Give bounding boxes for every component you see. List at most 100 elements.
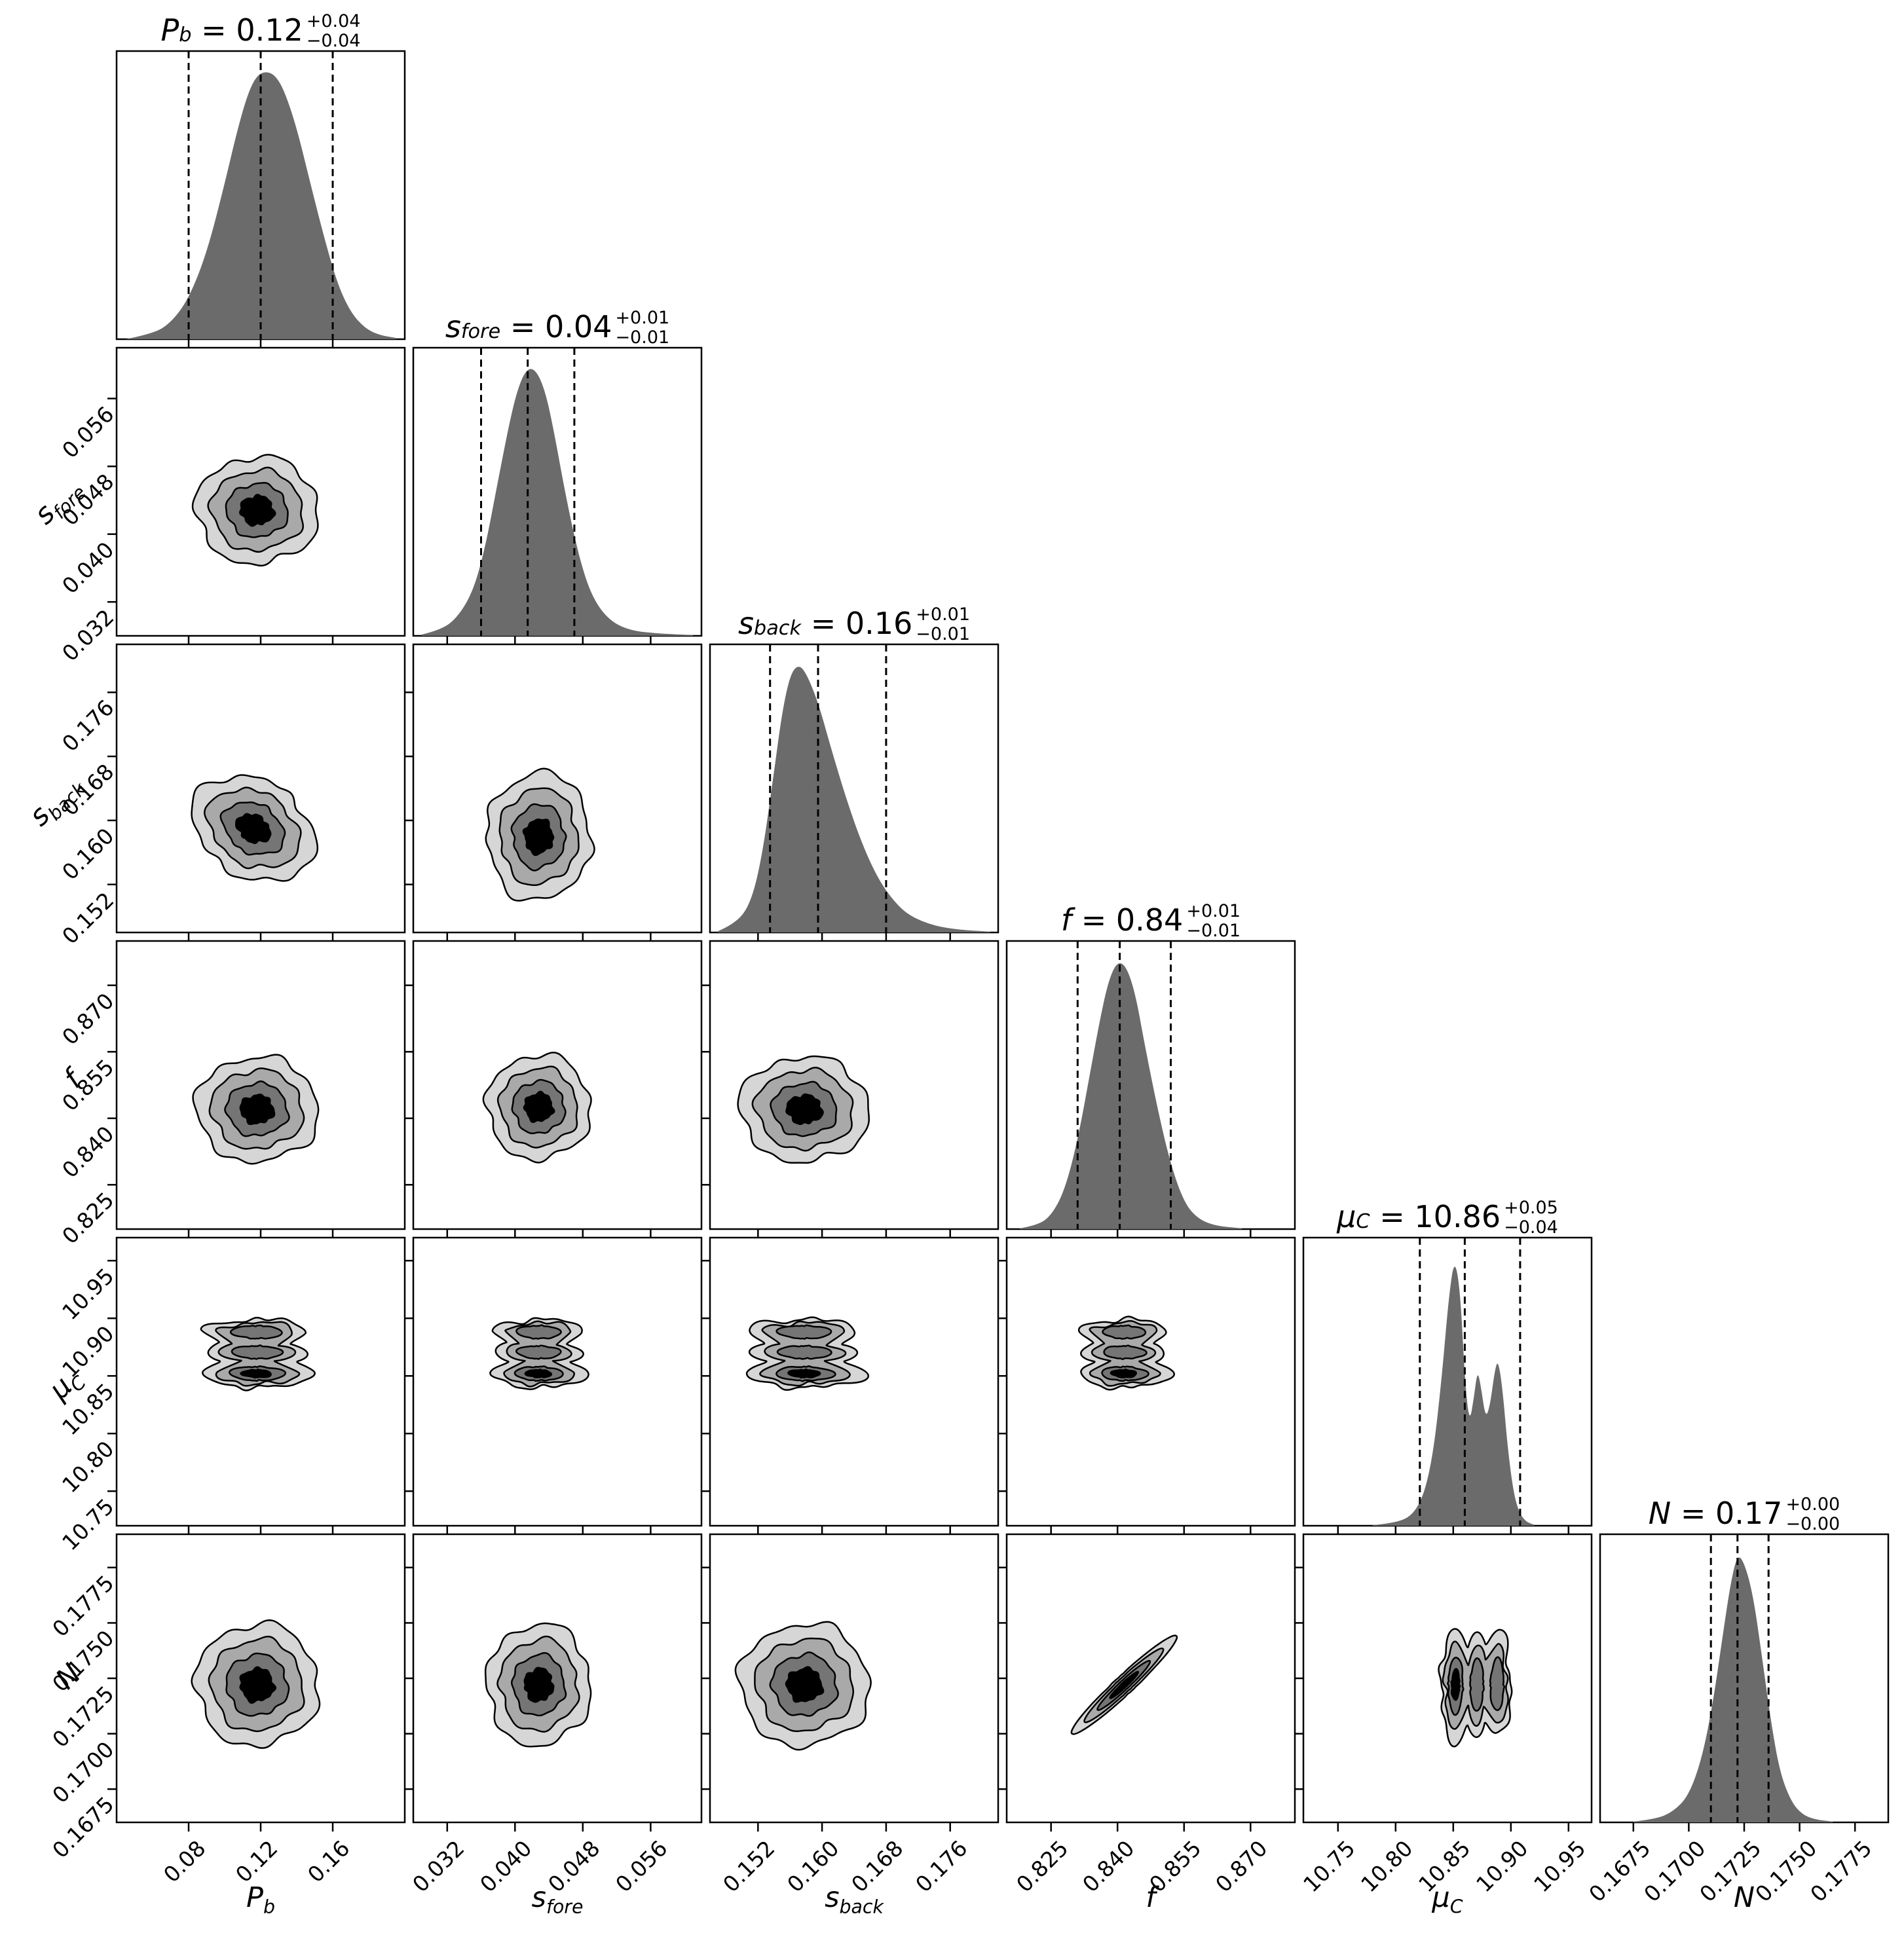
contour-panel-N-vs-f — [998, 1533, 1296, 1832]
title-uncertainty: +0.04 −0.04 — [306, 10, 361, 51]
contour-level — [239, 1666, 276, 1704]
contour-level — [522, 818, 555, 857]
param-symbol: μ — [1337, 1198, 1356, 1234]
title-plus: +0.05 — [1504, 1197, 1558, 1218]
title-f: f = 0.84 +0.01 −0.01 — [928, 886, 1373, 941]
contour-level — [775, 1324, 832, 1340]
contour-panel-N-vs-s_back — [701, 1533, 999, 1832]
contour-level — [1103, 1344, 1148, 1360]
histogram-s_back — [718, 667, 990, 932]
title-equals: = — [500, 308, 546, 344]
contour-level — [515, 1344, 562, 1360]
param-symbol: N — [1648, 1495, 1671, 1531]
contour-panel-s_back-vs-P_b — [107, 643, 406, 942]
diagonal-panel-f — [1005, 940, 1296, 1238]
title-value: 0.12 — [236, 12, 303, 48]
contour-level — [1110, 1369, 1137, 1379]
contour-panel-f-vs-P_b — [107, 940, 406, 1238]
title-equals: = — [191, 12, 236, 48]
contour-level — [1109, 1670, 1140, 1699]
title-uncertainty: +0.05 −0.04 — [1504, 1198, 1558, 1238]
contour-level — [1469, 1657, 1485, 1712]
contour-level — [524, 1369, 553, 1378]
contour-panel-mu_C-vs-f — [998, 1236, 1296, 1535]
histogram-mu_C — [1372, 1266, 1534, 1526]
param-symbol: s — [445, 308, 461, 344]
contour-panel-mu_C-vs-s_back — [701, 1236, 999, 1535]
contour-level — [523, 1090, 555, 1123]
title-uncertainty: +0.01 −0.01 — [615, 308, 669, 348]
param-symbol: P — [160, 12, 179, 48]
diagonal-panel-mu_C — [1302, 1236, 1593, 1535]
title-equals: = — [1671, 1495, 1716, 1531]
contour-panel-N-vs-P_b — [107, 1533, 406, 1832]
title-minus: −0.00 — [1785, 1513, 1840, 1534]
x-axis-label-s_fore: sfore — [531, 1881, 584, 1918]
title-value: 10.86 — [1414, 1198, 1501, 1234]
contour-panel-s_back-vs-s_fore — [404, 643, 703, 942]
param-symbol: s — [737, 605, 754, 641]
contour-level — [1102, 1324, 1147, 1340]
contour-level — [239, 494, 276, 527]
title-minus: −0.01 — [1186, 920, 1241, 941]
contour-panel-N-vs-mu_C — [1294, 1533, 1593, 1832]
diagonal-panel-s_back — [709, 643, 999, 942]
histogram-N — [1633, 1557, 1833, 1822]
title-plus: +0.01 — [1186, 900, 1241, 921]
title-minus: −0.04 — [1504, 1217, 1558, 1238]
x-axis-label-s_back: sback — [825, 1881, 884, 1918]
title-minus: −0.01 — [916, 623, 971, 644]
param-symbol: s — [531, 1881, 546, 1914]
title-value: 0.04 — [545, 308, 612, 344]
contour-level — [787, 1368, 821, 1379]
param-symbol: f — [1146, 1881, 1156, 1914]
contour-level — [523, 1667, 555, 1703]
param-symbol: N — [1733, 1881, 1755, 1914]
x-axis-label-P_b: Pb — [246, 1881, 275, 1918]
contour-level — [229, 1324, 283, 1340]
title-plus: +0.01 — [916, 604, 971, 625]
title-equals: = — [801, 605, 846, 641]
panel-frame — [1005, 1533, 1296, 1824]
contour-panel-N-vs-s_fore — [404, 1533, 703, 1832]
contour-level — [235, 813, 272, 844]
title-plus: +0.04 — [306, 10, 361, 31]
title-minus: −0.01 — [615, 327, 670, 348]
contour-panel-s_fore-vs-P_b — [107, 346, 406, 645]
contour-level — [776, 1344, 832, 1360]
contour-level — [1450, 1668, 1461, 1701]
title-uncertainty: +0.01 −0.01 — [916, 604, 971, 644]
contour-panel-f-vs-s_back — [701, 940, 999, 1238]
param-symbol: P — [246, 1881, 263, 1914]
title-value: 0.16 — [845, 605, 913, 641]
title-uncertainty: +0.00 −0.00 — [1785, 1494, 1840, 1534]
title-equals: = — [1072, 902, 1116, 938]
title-uncertainty: +0.01 −0.01 — [1186, 900, 1241, 941]
title-plus: +0.01 — [615, 307, 670, 328]
param-symbol: s — [825, 1881, 840, 1914]
diagonal-panel-P_b — [115, 50, 406, 348]
title-equals: = — [1370, 1198, 1415, 1234]
contour-level — [1489, 1656, 1505, 1711]
contour-panel-f-vs-s_fore — [404, 940, 703, 1238]
title-minus: −0.04 — [306, 30, 361, 51]
diagonal-panel-N — [1599, 1533, 1890, 1832]
title-value: 0.84 — [1115, 902, 1184, 938]
title-N: N = 0.17 +0.00 −0.00 — [1521, 1479, 1904, 1534]
contour-panel-mu_C-vs-s_fore — [404, 1236, 703, 1535]
title-s_fore: s fore = 0.04 +0.01 −0.01 — [445, 307, 670, 348]
contour-level — [240, 1368, 272, 1379]
param-symbol: f — [1060, 902, 1072, 938]
title-s_back: s back = 0.16 +0.01 −0.01 — [737, 604, 971, 644]
param-symbol: μ — [1432, 1881, 1450, 1914]
contour-level — [231, 1344, 284, 1360]
contour-panel-mu_C-vs-P_b — [107, 1236, 406, 1535]
diagonal-panel-s_fore — [412, 346, 703, 645]
contour-level — [515, 1324, 562, 1340]
x-axis-label-mu_C: μC — [1432, 1881, 1463, 1918]
histogram-f — [1020, 963, 1242, 1229]
contour-level — [785, 1093, 824, 1125]
